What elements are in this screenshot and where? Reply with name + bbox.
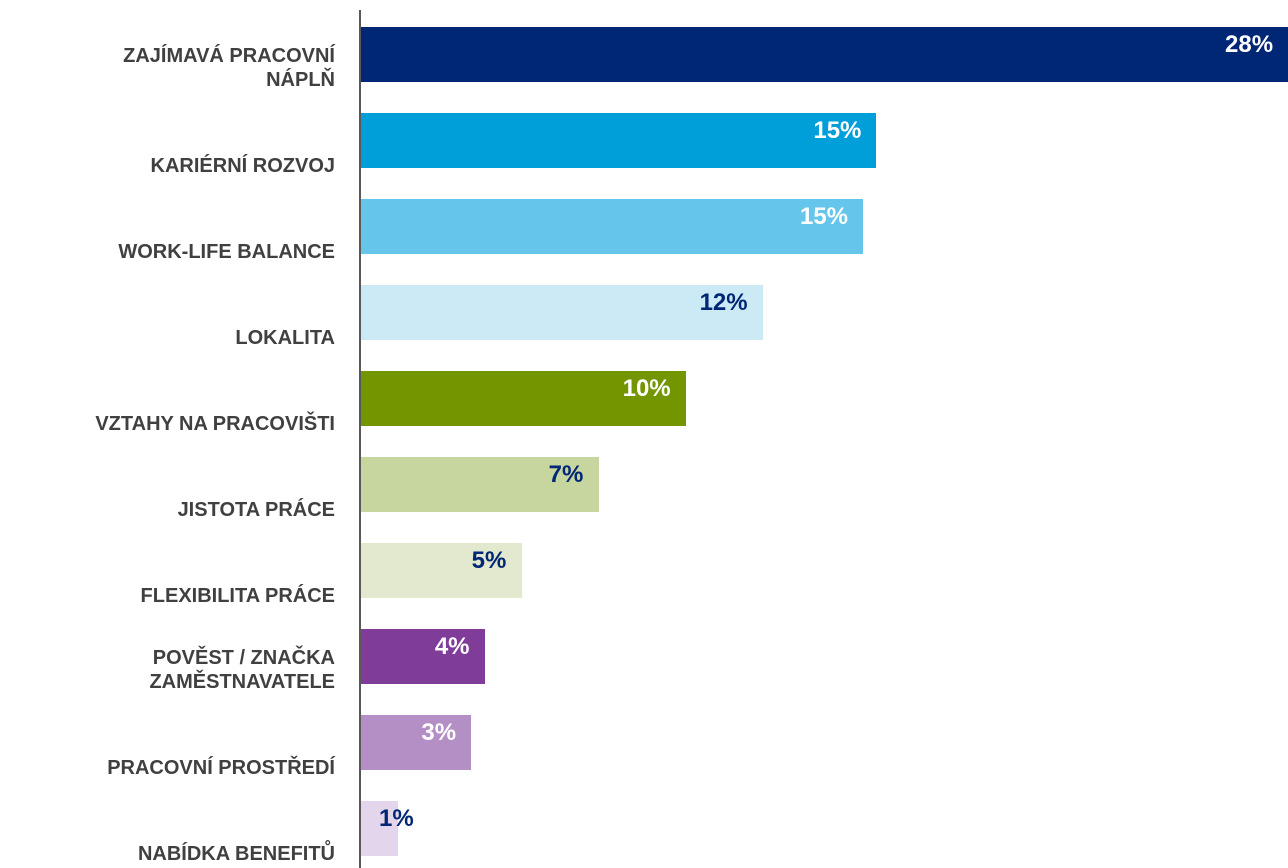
value-label: 10% bbox=[622, 375, 671, 402]
category-label: JISTOTA PRÁCE bbox=[177, 499, 335, 521]
category-label: NABÍDKA BENEFITŮ bbox=[137, 843, 335, 865]
value-label: 5% bbox=[471, 547, 507, 574]
bar bbox=[361, 199, 863, 254]
bar bbox=[361, 629, 485, 684]
bar bbox=[361, 27, 1288, 82]
bar bbox=[361, 715, 472, 770]
category-label: POVĚST / ZNAČKA ZAMĚSTNAVATELE bbox=[149, 647, 335, 693]
axis-line bbox=[359, 10, 361, 868]
value-label: 28% bbox=[1225, 31, 1274, 58]
category-label: VZTAHY NA PRACOVIŠTI bbox=[95, 413, 335, 435]
category-label: LOKALITA bbox=[235, 327, 335, 349]
value-label: 7% bbox=[548, 461, 584, 488]
value-label: 1% bbox=[379, 805, 414, 832]
category-label: FLEXIBILITA PRÁCE bbox=[140, 585, 335, 607]
category-label: ZAJÍMAVÁ PRACOVNÍ NÁPLŇ bbox=[123, 45, 335, 91]
category-label: KARIÉRNÍ ROZVOJ bbox=[150, 155, 335, 177]
bar bbox=[361, 371, 686, 426]
category-label: WORK-LIFE BALANCE bbox=[118, 241, 335, 263]
value-label: 3% bbox=[421, 719, 457, 746]
category-label: PRACOVNÍ PROSTŘEDÍ bbox=[107, 757, 335, 779]
bar bbox=[361, 113, 877, 168]
bar bbox=[361, 457, 599, 512]
bar bbox=[361, 285, 763, 340]
bar bbox=[361, 801, 398, 856]
value-label: 12% bbox=[699, 289, 748, 316]
value-label: 4% bbox=[434, 633, 470, 660]
bar bbox=[361, 543, 522, 598]
value-label: 15% bbox=[813, 117, 862, 144]
value-label: 15% bbox=[799, 203, 849, 230]
